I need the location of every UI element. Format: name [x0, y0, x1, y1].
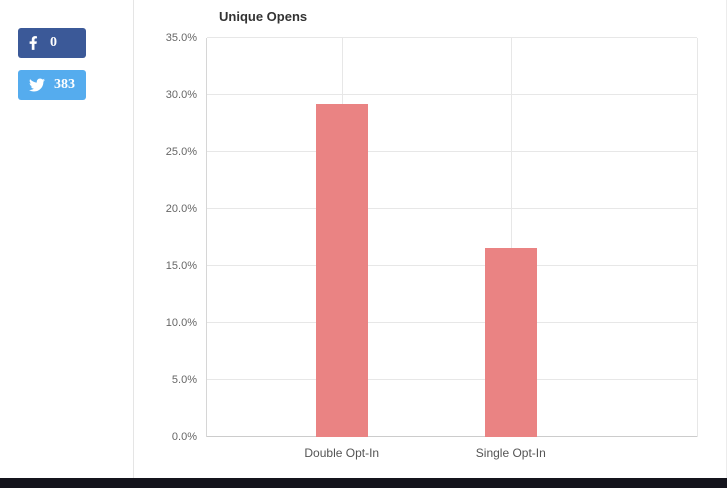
y-gridline [207, 151, 697, 152]
facebook-share-count: 0 [50, 35, 57, 50]
chart-title: Unique Opens [219, 9, 308, 24]
facebook-icon [29, 36, 41, 50]
y-tick-label: 25.0% [165, 146, 197, 158]
twitter-icon [29, 77, 45, 93]
y-tick-label: 10.0% [165, 317, 197, 330]
x-axis-label: Double Opt-In [304, 446, 380, 460]
plot-area: 0.0% 5.0% 10.0% 15.0% 20.0% 25.0% 30.0% 35.0% Do… [166, 32, 698, 460]
y-tick-label: 0.0% [171, 431, 197, 443]
y-gridline [207, 208, 697, 209]
y-gridline [207, 94, 697, 95]
facebook-share-button[interactable]: 0 [18, 28, 86, 58]
y-tick-label: 5.0% [171, 374, 197, 387]
chart-card: Unique Opens 0.0% 5.0% 10.0% 15.0% 20.0% 25.0… [133, 0, 727, 478]
y-gridline [207, 436, 697, 437]
twitter-share-count: 383 [54, 77, 75, 92]
twitter-share-button[interactable]: 383 [18, 70, 86, 100]
bar-double-opt-in[interactable] [315, 104, 368, 437]
y-gridline [207, 322, 697, 323]
y-gridline [207, 37, 697, 38]
y-tick-label: 15.0% [165, 260, 197, 272]
share-buttons-column: 0 383 [18, 28, 86, 112]
y-gridline [207, 265, 697, 266]
y-gridline [207, 379, 697, 380]
x-gridline [510, 38, 512, 437]
x-axis-label: Single Opt-In [475, 446, 546, 460]
y-tick-label: 20.0% [165, 203, 197, 216]
footer-bar [0, 478, 727, 488]
y-tick-label: 30.0% [165, 89, 197, 101]
bar-single-opt-in[interactable] [484, 247, 537, 437]
y-tick-label: 35.0% [165, 32, 197, 44]
